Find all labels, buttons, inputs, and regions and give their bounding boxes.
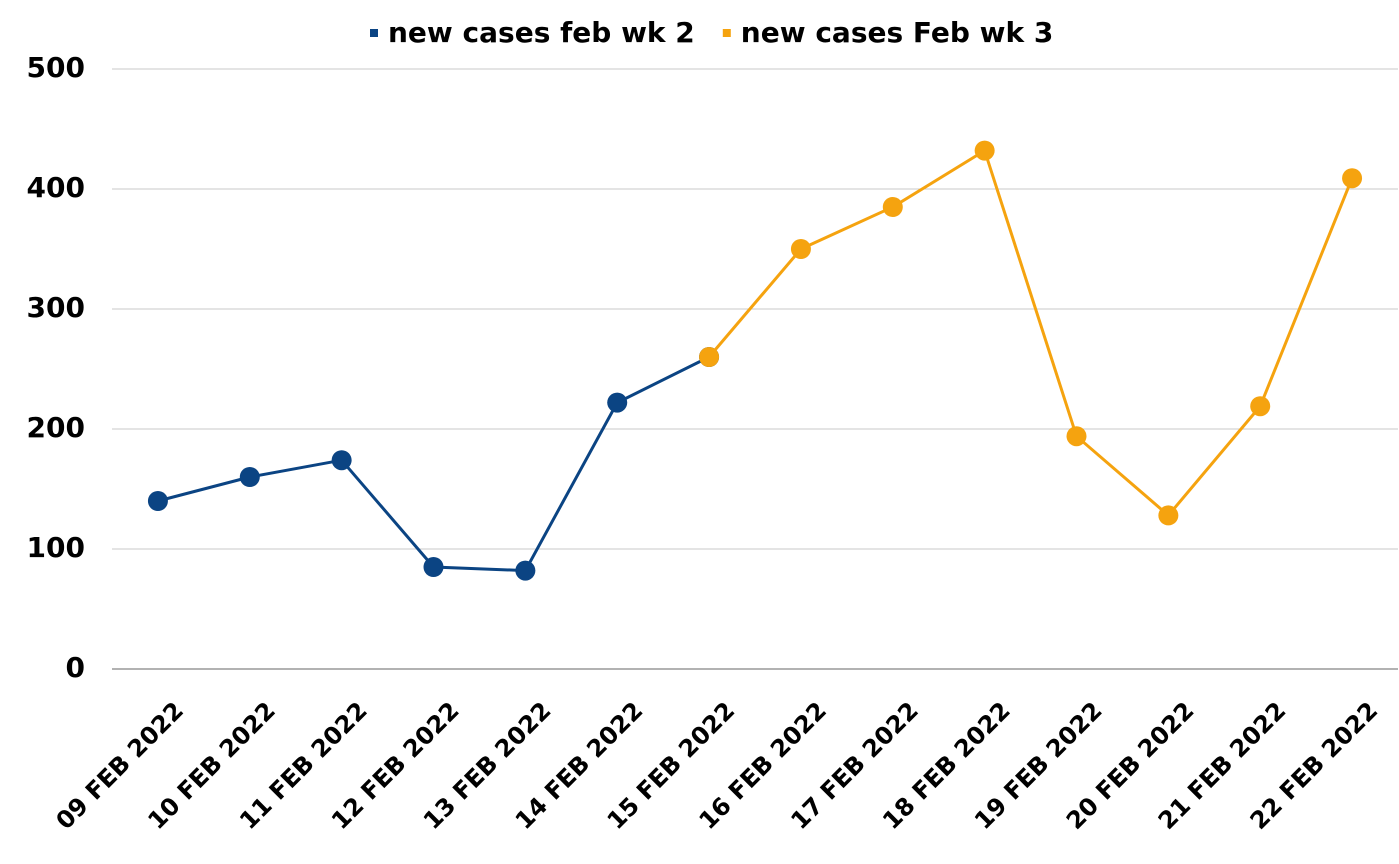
data-point	[607, 392, 628, 413]
data-point	[1250, 396, 1271, 417]
data-point	[515, 560, 536, 581]
y-tick-label: 400	[27, 171, 85, 204]
data-point	[423, 557, 444, 577]
data-point	[1342, 168, 1363, 189]
y-tick-label: 300	[27, 291, 85, 324]
y-tick-label: 100	[27, 531, 85, 564]
series-line	[157, 355, 710, 573]
data-point	[147, 491, 168, 511]
legend-label: new cases feb wk 2	[388, 16, 695, 49]
data-point	[1066, 426, 1087, 447]
legend-swatch	[722, 29, 731, 37]
y-tick-label: 500	[27, 51, 85, 84]
y-tick-label: 0	[66, 651, 85, 684]
data-point	[699, 347, 720, 367]
series-line	[707, 148, 1354, 518]
data-point	[790, 239, 811, 259]
data-point	[1158, 505, 1179, 526]
data-point	[882, 197, 903, 217]
data-point	[974, 140, 995, 161]
y-tick-label: 200	[27, 411, 85, 444]
legend: new cases feb wk 2 new cases Feb wk 3	[370, 16, 1053, 49]
legend-swatch	[370, 29, 378, 37]
data-point	[331, 450, 352, 471]
data-point	[239, 467, 260, 487]
legend-label: new cases Feb wk 3	[741, 16, 1054, 49]
